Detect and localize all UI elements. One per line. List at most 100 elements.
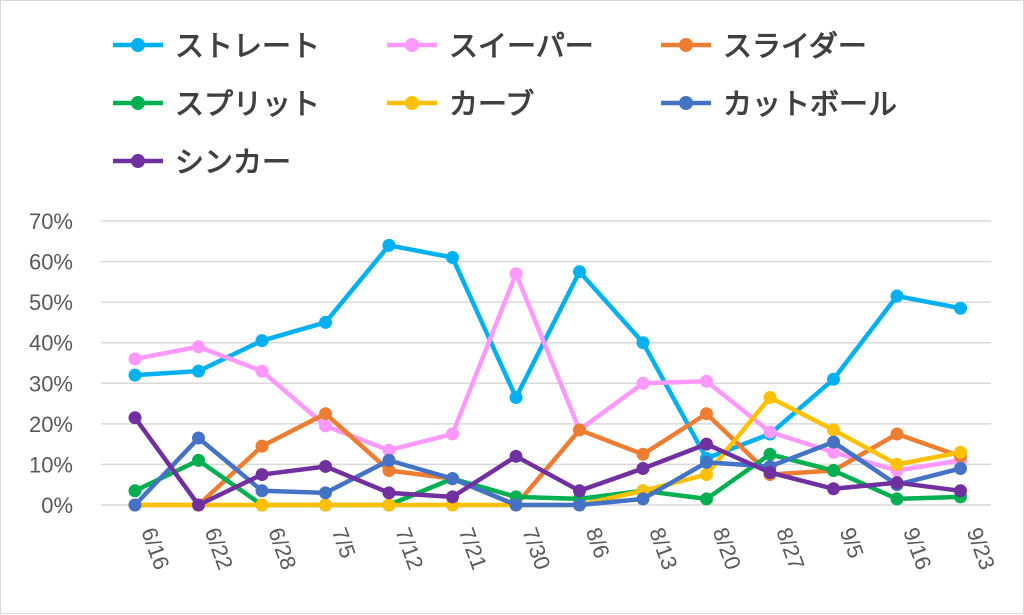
- data-point: [827, 423, 840, 437]
- data-point: [192, 498, 205, 512]
- legend-item: ストレート: [113, 29, 320, 63]
- legend-label: カットボール: [723, 87, 897, 121]
- x-tick-label: 6/22: [200, 524, 238, 573]
- y-tick-label: 50%: [29, 290, 73, 315]
- legend-item: スライダー: [661, 29, 867, 63]
- data-point: [255, 468, 269, 482]
- data-point: [319, 407, 332, 421]
- x-tick-label: 9/5: [835, 524, 869, 561]
- data-point: [827, 464, 840, 478]
- series-5: [128, 431, 967, 512]
- data-point: [255, 364, 269, 378]
- data-point: [636, 447, 650, 461]
- y-tick-label: 0%: [41, 493, 73, 518]
- legend-marker: [131, 96, 145, 110]
- series-lines: [128, 238, 967, 512]
- legend-label: シンカー: [175, 145, 291, 179]
- y-tick-label: 60%: [29, 250, 73, 275]
- data-point: [954, 461, 967, 475]
- data-point: [382, 486, 396, 500]
- x-tick-label: 9/16: [898, 524, 936, 573]
- data-point: [255, 334, 269, 348]
- data-point: [192, 431, 205, 445]
- series-line: [132, 411, 963, 508]
- data-point: [192, 364, 205, 378]
- data-point: [890, 492, 904, 506]
- x-tick-label: 7/12: [390, 524, 428, 573]
- data-point: [573, 423, 586, 437]
- x-axis-ticks: 6/16 6/22 6/28 7/5 7/12 7/21 7/30 8/6 8/13 8/20 8/…: [136, 524, 1000, 573]
- data-point: [255, 484, 269, 498]
- legend-marker: [131, 38, 145, 52]
- data-point: [446, 472, 459, 486]
- data-point: [573, 484, 586, 498]
- data-point: [509, 449, 523, 463]
- legend-marker: [679, 96, 693, 110]
- data-point: [255, 498, 269, 512]
- data-point: [128, 368, 142, 382]
- data-point: [636, 376, 650, 390]
- data-point: [954, 484, 967, 498]
- data-point: [700, 492, 713, 506]
- data-point: [509, 267, 523, 281]
- series-line: [132, 415, 963, 508]
- data-point: [890, 457, 904, 471]
- data-point: [573, 498, 586, 512]
- series-line: [132, 435, 963, 508]
- data-point: [446, 251, 459, 265]
- series-line: [132, 271, 963, 473]
- data-point: [509, 390, 523, 404]
- data-point: [827, 372, 840, 386]
- x-tick-label: 7/21: [454, 524, 492, 573]
- x-tick-label: 8/6: [581, 524, 615, 561]
- x-tick-label: 9/23: [962, 524, 1000, 573]
- y-axis-ticks: 0% 10% 20% 30% 40% 50% 60% 70%: [29, 209, 73, 518]
- data-point: [763, 466, 777, 480]
- legend-label: スプリット: [175, 87, 320, 121]
- data-point: [382, 498, 396, 512]
- series-0: [128, 238, 967, 465]
- x-tick-label: 6/16: [136, 524, 174, 573]
- y-tick-label: 30%: [29, 371, 73, 396]
- x-tick-label: 8/27: [771, 524, 809, 573]
- legend-marker: [131, 154, 145, 168]
- y-tick-label: 10%: [29, 452, 73, 477]
- data-point: [890, 427, 904, 441]
- data-point: [700, 455, 713, 469]
- data-point: [446, 490, 459, 504]
- x-tick-label: 6/28: [263, 524, 301, 573]
- data-point: [128, 411, 142, 425]
- data-point: [763, 425, 777, 439]
- y-tick-label: 70%: [29, 209, 73, 234]
- data-point: [827, 435, 840, 449]
- x-tick-label: 7/30: [517, 524, 555, 573]
- x-tick-label: 7/5: [327, 524, 361, 561]
- series-line: [132, 243, 963, 461]
- data-point: [382, 453, 396, 467]
- data-point: [890, 289, 904, 303]
- data-point: [192, 340, 205, 354]
- data-point: [319, 498, 332, 512]
- data-point: [192, 453, 205, 467]
- data-point: [954, 301, 967, 315]
- data-point: [128, 498, 142, 512]
- data-point: [636, 461, 650, 475]
- x-tick-label: 8/13: [644, 524, 682, 573]
- legend-label: スライダー: [723, 29, 867, 63]
- data-point: [128, 352, 142, 366]
- y-tick-label: 40%: [29, 331, 73, 356]
- data-point: [509, 498, 523, 512]
- legend-marker: [405, 38, 419, 52]
- data-point: [700, 374, 713, 388]
- legend-item: カーブ: [387, 87, 534, 121]
- data-point: [382, 443, 396, 457]
- data-point: [700, 407, 713, 421]
- data-point: [319, 459, 332, 473]
- data-point: [382, 238, 396, 252]
- legend-item: シンカー: [113, 145, 291, 179]
- data-point: [319, 315, 332, 329]
- data-point: [763, 447, 777, 461]
- data-point: [954, 445, 967, 459]
